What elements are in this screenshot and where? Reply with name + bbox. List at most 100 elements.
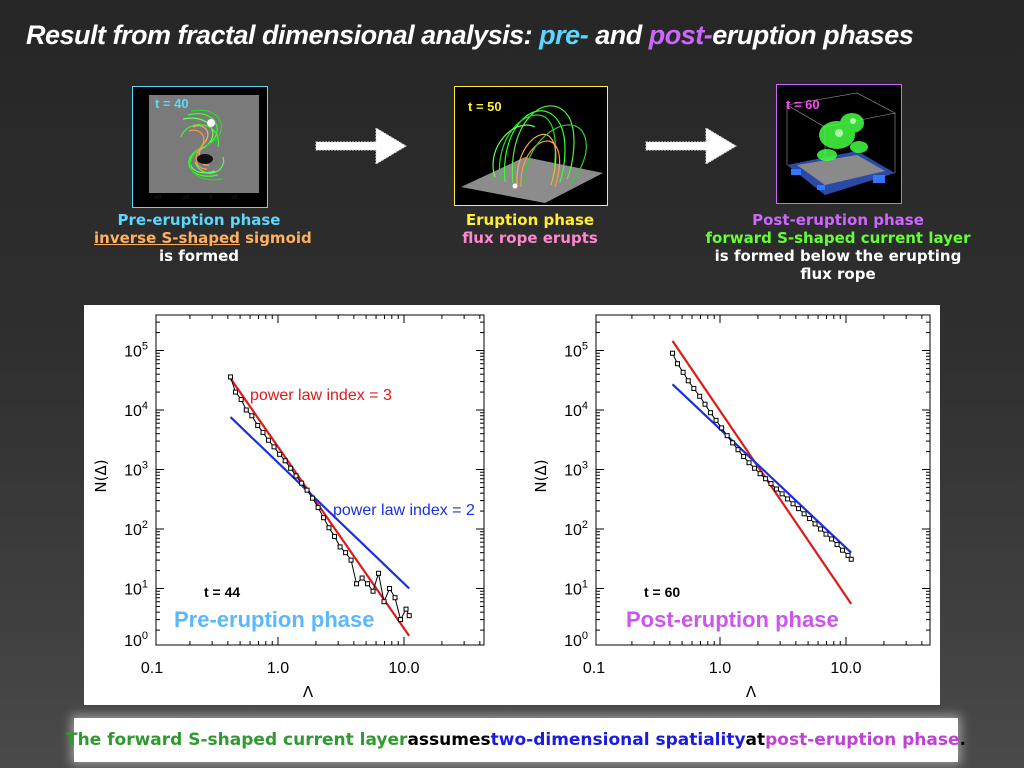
data-point (763, 476, 769, 482)
data-point (406, 613, 412, 619)
data-point (735, 447, 741, 453)
data-point (779, 491, 785, 497)
y-tick-label: 101 (124, 579, 148, 599)
data-point (365, 581, 371, 587)
title-rest: eruption phases (712, 20, 914, 50)
data-point (370, 588, 376, 594)
data-point (326, 525, 332, 531)
current-layer-simulation-image (786, 92, 896, 195)
data-point (260, 429, 266, 435)
data-point (785, 496, 791, 502)
data-point (823, 531, 829, 537)
data-point (398, 617, 404, 623)
x-axis-label: Λ (746, 683, 757, 701)
x-tick-label: 0.1 (583, 660, 605, 677)
data-series-line (230, 376, 410, 622)
data-point (757, 471, 763, 477)
data-point (271, 444, 277, 450)
data-point (675, 361, 681, 367)
plot-frame (595, 314, 931, 646)
time-label: t = 60 (786, 97, 820, 112)
data-point (670, 350, 676, 356)
title-and: and (588, 20, 649, 50)
caption-eruption: Eruption phase flux rope erupts (430, 211, 630, 247)
data-point (243, 407, 249, 413)
thumbnail-post-eruption: t = 60 (776, 84, 902, 204)
banner-text: assumes (407, 730, 491, 750)
data-point (228, 374, 234, 380)
sigmoid-simulation-image: -40 -20 0 20 (149, 95, 259, 201)
data-point (796, 506, 802, 512)
y-tick-label: 103 (564, 460, 588, 480)
thumbnail-pre-eruption: -40 -20 0 20 t = 40 (132, 86, 268, 208)
data-point (343, 550, 349, 556)
conclusion-banner: The forward S-shaped current layer assum… (66, 718, 966, 762)
data-point (834, 541, 840, 547)
data-point (392, 595, 398, 601)
data-point (403, 606, 409, 612)
banner-text: at (745, 730, 766, 750)
banner-phase: post-eruption phase (765, 730, 960, 750)
caption-post-eruption: Post-eruption phase forward S-shaped cur… (688, 211, 988, 283)
chart-figure: 0.1 1.0 10.0 100 101 102 103 104 105 Λ N(Δ) power l… (92, 314, 931, 701)
data-point (719, 425, 725, 431)
caption-line: forward S-shaped current layer (705, 229, 971, 247)
data-point (702, 401, 708, 407)
y-tick-label: 100 (124, 630, 148, 650)
thumbnail-eruption: t = 50 (454, 86, 608, 206)
caption-title: Eruption phase (465, 211, 595, 229)
y-tick-label: 104 (124, 400, 148, 420)
data-point (310, 495, 316, 501)
caption-title: Pre-eruption phase (117, 211, 281, 229)
data-point (691, 385, 697, 391)
data-point (752, 465, 758, 471)
data-series-line (672, 352, 852, 560)
banner-highlight: two-dimensional spatiality (490, 730, 746, 750)
time-label: t = 40 (155, 96, 189, 111)
data-point (801, 511, 807, 517)
data-point (354, 581, 360, 587)
y-tick-label: 103 (124, 460, 148, 480)
data-point (829, 536, 835, 542)
data-point (848, 556, 854, 562)
data-point (840, 547, 846, 553)
caption-line: is formed below the erupting (714, 247, 962, 265)
data-point (321, 515, 327, 521)
caption-line: inverse S-shaped sigmoid (94, 229, 312, 247)
svg-text:-40: -40 (153, 195, 161, 201)
data-point (741, 454, 747, 460)
data-point (255, 422, 261, 428)
chart-time-label: t = 44 (204, 584, 240, 600)
x-tick-label: 10.0 (830, 660, 861, 677)
y-tick-label: 104 (564, 400, 588, 420)
x-tick-label: 0.1 (141, 660, 163, 677)
data-point (282, 458, 288, 464)
title-post: post- (648, 20, 713, 50)
arrow-right-icon (645, 127, 737, 165)
data-point (790, 501, 796, 507)
data-point (707, 410, 713, 416)
data-point (818, 526, 824, 532)
data-point (233, 389, 239, 395)
data-point (304, 487, 310, 493)
banner-subject: The forward S-shaped current layer (66, 730, 408, 750)
data-point (337, 544, 343, 550)
data-point (315, 504, 321, 510)
caption-line: flux rope (800, 265, 876, 283)
data-point (812, 521, 818, 527)
caption-line: flux rope erupts (462, 229, 598, 247)
data-point (845, 552, 851, 558)
title-pre: pre- (539, 20, 589, 50)
data-point (277, 451, 283, 457)
data-point (265, 437, 271, 443)
caption-text: sigmoid (239, 229, 312, 247)
caption-title: Post-eruption phase (752, 211, 924, 229)
svg-text:-20: -20 (181, 195, 189, 201)
y-tick-label: 105 (124, 341, 148, 361)
data-point (381, 599, 387, 605)
y-axis-label: N(Δ) (532, 459, 550, 492)
data-point (746, 460, 752, 466)
data-point (730, 440, 736, 446)
chart-time-label: t = 60 (644, 584, 680, 600)
data-point (724, 433, 730, 439)
